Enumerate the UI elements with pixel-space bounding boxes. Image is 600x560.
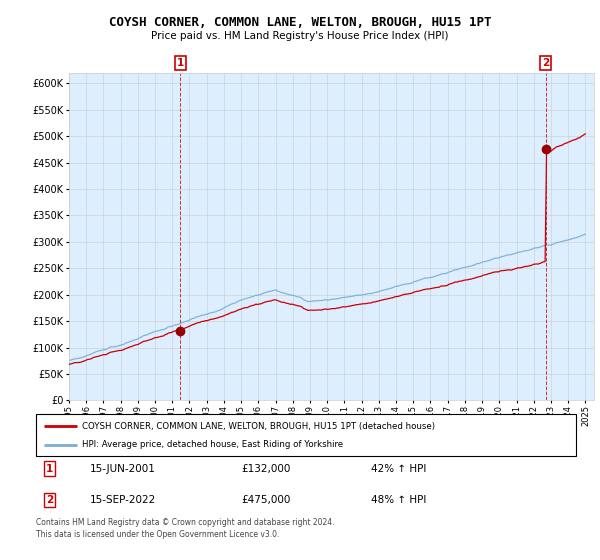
Text: 1: 1 [176,58,184,68]
Text: £475,000: £475,000 [241,495,290,505]
Text: 2: 2 [542,58,550,68]
Text: HPI: Average price, detached house, East Riding of Yorkshire: HPI: Average price, detached house, East… [82,440,343,449]
Text: 15-JUN-2001: 15-JUN-2001 [90,464,156,474]
Text: 1: 1 [46,464,53,474]
Text: 15-SEP-2022: 15-SEP-2022 [90,495,156,505]
Text: £132,000: £132,000 [241,464,290,474]
Text: COYSH CORNER, COMMON LANE, WELTON, BROUGH, HU15 1PT (detached house): COYSH CORNER, COMMON LANE, WELTON, BROUG… [82,422,435,431]
Text: 48% ↑ HPI: 48% ↑ HPI [371,495,426,505]
Text: Contains HM Land Registry data © Crown copyright and database right 2024.
This d: Contains HM Land Registry data © Crown c… [36,518,335,539]
Text: 42% ↑ HPI: 42% ↑ HPI [371,464,426,474]
Text: COYSH CORNER, COMMON LANE, WELTON, BROUGH, HU15 1PT: COYSH CORNER, COMMON LANE, WELTON, BROUG… [109,16,491,29]
FancyBboxPatch shape [36,414,576,456]
Text: 2: 2 [46,495,53,505]
Text: Price paid vs. HM Land Registry's House Price Index (HPI): Price paid vs. HM Land Registry's House … [151,31,449,41]
